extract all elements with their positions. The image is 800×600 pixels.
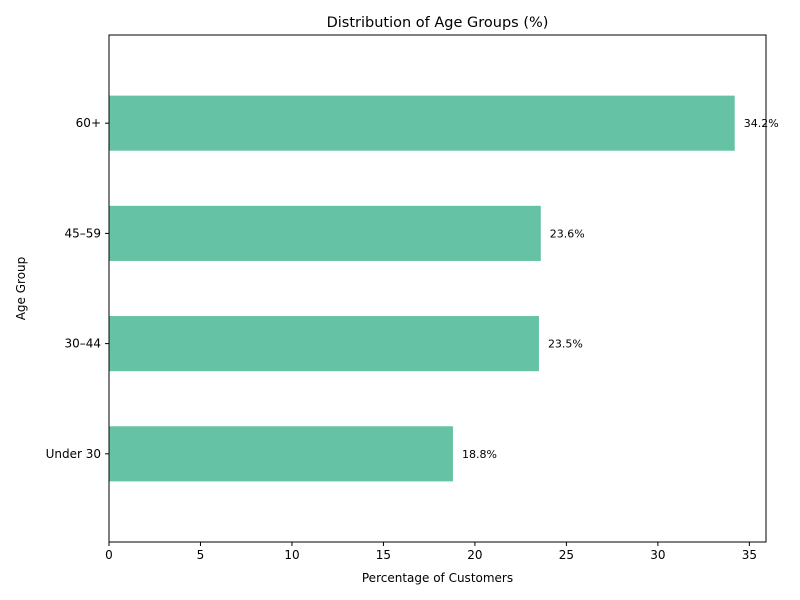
x-tick-label: 15 — [376, 548, 391, 562]
axes-frame — [108, 34, 767, 543]
data-label: 23.6% — [550, 227, 585, 240]
y-axis-label: Age Group — [14, 257, 28, 321]
x-tick-label: 25 — [559, 548, 574, 562]
bar — [109, 205, 541, 261]
x-tick-label: 0 — [105, 548, 113, 562]
x-axis-label: Percentage of Customers — [362, 571, 513, 585]
y-tick-label: 45–59 — [64, 226, 101, 240]
x-tick-label: 30 — [650, 548, 665, 562]
plot-area: 18.8% 23.5% 23.6% 34.2% 0 5 10 15 20 25 30 35 Under … — [46, 34, 779, 562]
x-tick-label: 20 — [467, 548, 482, 562]
chart-title: Distribution of Age Groups (%) — [327, 15, 549, 31]
y-tick-label: 60+ — [76, 116, 101, 130]
y-tick-label: Under 30 — [46, 447, 101, 461]
data-label: 23.5% — [548, 338, 583, 351]
bar — [109, 426, 453, 482]
x-tick-label: 35 — [742, 548, 757, 562]
x-tick-label: 10 — [284, 548, 299, 562]
data-label: 18.8% — [462, 448, 497, 461]
y-tick-label: 30–44 — [64, 337, 101, 351]
data-label: 34.2% — [744, 117, 779, 130]
x-tick-label: 5 — [197, 548, 205, 562]
bar — [109, 316, 539, 372]
bar — [109, 95, 735, 151]
